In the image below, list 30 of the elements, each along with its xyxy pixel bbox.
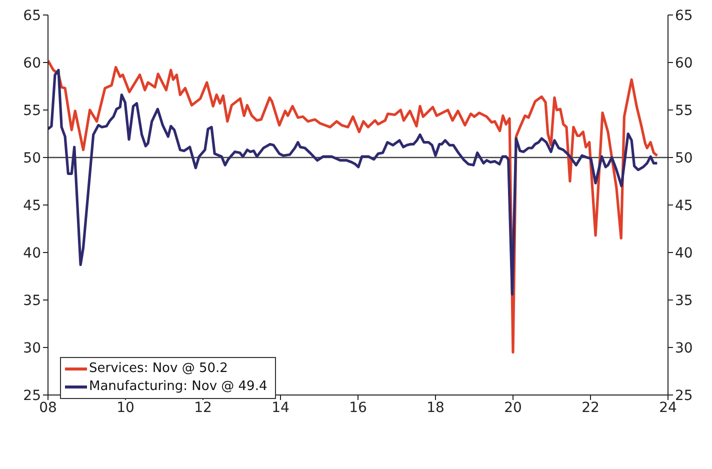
y2-tick-label: 55 xyxy=(675,102,693,119)
y-tick-label: 50 xyxy=(23,150,41,166)
x-tick-label: 24 xyxy=(659,400,677,416)
x-tick-label: 10 xyxy=(116,400,134,416)
x-tick-label: 14 xyxy=(272,400,290,416)
x-tick-label: 16 xyxy=(349,400,367,416)
y2-tick-label: 65 xyxy=(675,8,693,24)
x-tick-label: 22 xyxy=(582,400,600,416)
y-tick-label: 30 xyxy=(23,340,41,356)
legend-label: Manufacturing: Nov @ 49.4 xyxy=(89,378,268,396)
y-tick-label: 65 xyxy=(23,8,41,24)
y-tick-label: 25 xyxy=(23,388,41,404)
y-tick-label: 45 xyxy=(23,198,41,214)
x-tick-label: 08 xyxy=(39,400,57,416)
y2-tick-label: 50 xyxy=(675,150,693,166)
x-tick-label: 20 xyxy=(504,400,522,416)
y2-tick-label: 60 xyxy=(675,55,693,72)
y2-tick-label: 25 xyxy=(675,388,693,404)
x-tick-label: 12 xyxy=(194,400,212,416)
y-tick-label: 40 xyxy=(23,245,41,262)
y2-tick-label: 35 xyxy=(675,292,693,309)
y2-tick-label: 30 xyxy=(675,340,693,356)
x-tick-label: 18 xyxy=(426,400,444,416)
y-tick-label: 60 xyxy=(23,55,41,72)
y-tick-label: 55 xyxy=(23,102,41,119)
line-series xyxy=(48,68,658,296)
y2-tick-label: 45 xyxy=(675,198,693,214)
legend-label: Services: Nov @ 50.2 xyxy=(89,360,228,378)
y-tick-label: 35 xyxy=(23,292,41,309)
y2-tick-label: 40 xyxy=(675,245,693,262)
